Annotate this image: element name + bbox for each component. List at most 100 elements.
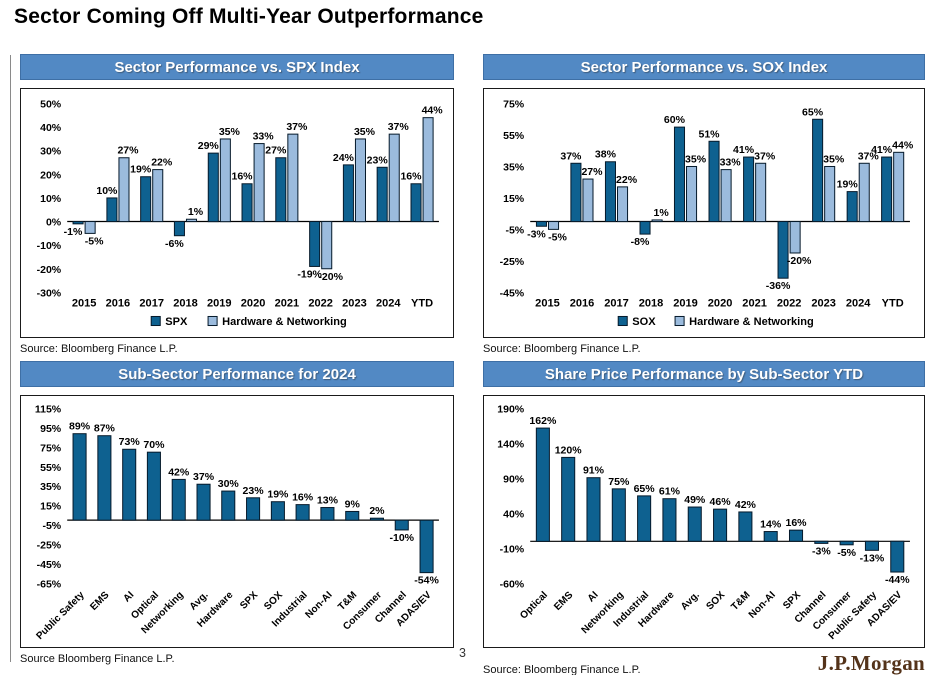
bar-value-label: 14%: [760, 519, 782, 531]
bar: [321, 221, 333, 270]
bar-value-label: 37%: [388, 121, 410, 133]
chart-canvas-spx: 50% 40% 30% 20% 10% 0% -10% -20% -30% -1% 10% 19% -6…: [21, 89, 453, 337]
bar: [246, 497, 261, 521]
x-category-label: 2020: [708, 297, 733, 309]
bar-value-label: 60%: [664, 114, 686, 126]
bar-value-label: 35%: [354, 126, 376, 138]
bar: [287, 133, 299, 223]
y-tick-label: -45%: [37, 559, 62, 571]
bar-value-label: 87%: [94, 423, 116, 435]
x-category-label: 2018: [173, 297, 198, 309]
panel-subsector-2024: Sub-Sector Performance for 2024 115% 95% 7…: [20, 361, 454, 665]
y-tick-label: 35%: [40, 481, 62, 493]
x-category-label: 2023: [342, 297, 367, 309]
bar-value-label: 38%: [595, 149, 617, 161]
legend-label: Hardware & Networking: [689, 316, 814, 328]
bar-value-label: 23%: [243, 485, 265, 497]
bar: [72, 433, 87, 521]
bar-value-label: 27%: [581, 166, 603, 178]
y-tick-label: -30%: [37, 287, 62, 299]
bar: [547, 221, 560, 230]
bar-value-label: 44%: [422, 105, 444, 117]
y-tick-label: 15%: [40, 501, 62, 513]
bar: [535, 427, 550, 542]
bar: [173, 221, 185, 237]
bar-value-label: 1%: [653, 207, 669, 219]
x-category-label: SOX: [704, 589, 727, 612]
bar-value-label: 29%: [198, 140, 220, 152]
legend-swatch: [617, 315, 628, 327]
y-tick-label: 10%: [40, 193, 62, 205]
bar-value-label: 27%: [117, 145, 139, 157]
x-category-label: Non-AI: [747, 590, 778, 621]
bar-value-label: -10%: [389, 532, 414, 544]
bar: [345, 510, 360, 521]
bar-value-label: -13%: [860, 552, 885, 564]
bar: [812, 118, 824, 223]
bar: [755, 162, 767, 223]
bar-value-label: 16%: [400, 171, 422, 183]
bar: [535, 221, 547, 227]
bar: [309, 221, 321, 267]
chart-title-subsector-ytd: Share Price Performance by Sub-Sector YT…: [483, 361, 925, 387]
y-tick-label: 55%: [503, 130, 525, 142]
bar: [814, 540, 829, 544]
bar: [858, 162, 870, 223]
bar: [342, 164, 354, 223]
bar-value-label: 75%: [608, 476, 630, 488]
bar-value-label: 89%: [69, 421, 91, 433]
bar: [662, 498, 677, 542]
bar-value-label: -54%: [414, 575, 439, 587]
chart-title-sox: Sector Performance vs. SOX Index: [483, 54, 925, 80]
bar: [253, 143, 265, 223]
bar-value-label: 35%: [685, 153, 707, 165]
bar-value-label: -1%: [64, 226, 83, 238]
x-category-label: SPX: [781, 589, 803, 611]
chart-canvas-sox: 75% 55% 35% 15% -5% -25% -45% -3% 37% 38% -8% 60% 51…: [484, 89, 924, 337]
bar-value-label: 37%: [858, 150, 880, 162]
bar-value-label: 19%: [837, 179, 859, 191]
source-note-subsector-2024: Source Bloomberg Finance L.P.: [20, 653, 175, 665]
y-tick-label: -5%: [42, 520, 61, 532]
y-tick-label: -10%: [500, 543, 525, 555]
legend-label: SPX: [165, 316, 188, 328]
bar-value-label: 30%: [218, 478, 240, 490]
panel-subsector-ytd: Share Price Performance by Sub-Sector YT…: [483, 361, 925, 675]
chart-title-spx: Sector Performance vs. SPX Index: [20, 54, 454, 80]
y-tick-label: 50%: [40, 99, 62, 111]
x-category-label: EMS: [88, 589, 111, 612]
bar: [617, 186, 629, 223]
bar: [738, 511, 753, 542]
bar-value-label: -36%: [766, 280, 791, 292]
bar-value-label: 27%: [265, 145, 287, 157]
bar: [410, 183, 422, 223]
bar-value-label: 23%: [367, 154, 389, 166]
source-note-sox: Source: Bloomberg Finance L.P.: [483, 343, 641, 355]
bar: [743, 156, 755, 223]
bar-value-label: 10%: [96, 185, 118, 197]
y-tick-label: -60%: [500, 578, 525, 590]
bar: [221, 490, 236, 521]
y-tick-label: 190%: [497, 404, 525, 416]
bar: [893, 151, 905, 223]
y-tick-label: 20%: [40, 169, 62, 181]
y-tick-label: 15%: [503, 193, 525, 205]
bar-value-label: 41%: [871, 144, 893, 156]
bar: [713, 508, 728, 542]
bar-value-label: 33%: [253, 131, 275, 143]
y-tick-label: -65%: [37, 578, 62, 590]
bar: [846, 191, 858, 223]
y-tick-label: 90%: [503, 473, 525, 485]
legend-label: SOX: [632, 316, 656, 328]
source-note-spx: Source: Bloomberg Finance L.P.: [20, 343, 178, 355]
chart-box-sox: 75% 55% 35% 15% -5% -25% -45% -3% 37% 38% -8% 60% 51…: [483, 88, 925, 338]
bar: [651, 219, 663, 223]
x-category-label: AI: [121, 590, 136, 605]
bar-value-label: 37%: [193, 471, 215, 483]
x-category-label: 2020: [241, 297, 266, 309]
x-category-label: YTD: [411, 297, 433, 309]
bar: [146, 451, 161, 521]
legend-swatch: [207, 315, 218, 327]
bar: [611, 488, 626, 542]
chart-box-spx: 50% 40% 30% 20% 10% 0% -10% -20% -30% -1% 10% 19% -6…: [20, 88, 454, 338]
